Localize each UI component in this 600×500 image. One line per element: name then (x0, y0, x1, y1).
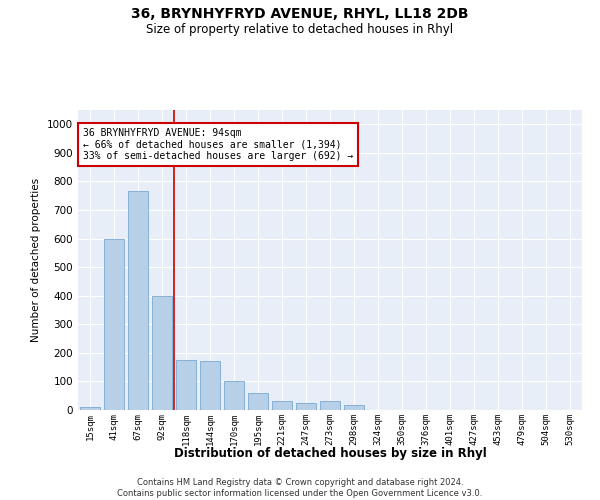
Y-axis label: Number of detached properties: Number of detached properties (31, 178, 41, 342)
Text: Contains HM Land Registry data © Crown copyright and database right 2024.
Contai: Contains HM Land Registry data © Crown c… (118, 478, 482, 498)
Bar (152, 296, 172, 410)
Bar (248, 393, 268, 410)
Bar (296, 403, 316, 410)
Bar (344, 405, 364, 410)
Bar (176, 360, 196, 410)
Bar (80, 406, 100, 410)
Text: 36, BRYNHYFRYD AVENUE, RHYL, LL18 2DB: 36, BRYNHYFRYD AVENUE, RHYL, LL18 2DB (131, 8, 469, 22)
Text: Size of property relative to detached houses in Rhyl: Size of property relative to detached ho… (146, 22, 454, 36)
Bar (128, 192, 148, 410)
Bar (200, 362, 220, 410)
Bar (104, 238, 124, 410)
Text: 36 BRYNHYFRYD AVENUE: 94sqm
← 66% of detached houses are smaller (1,394)
33% of : 36 BRYNHYFRYD AVENUE: 94sqm ← 66% of det… (83, 128, 353, 161)
Text: Distribution of detached houses by size in Rhyl: Distribution of detached houses by size … (173, 448, 487, 460)
Bar (224, 382, 244, 410)
Bar (320, 402, 340, 410)
Bar (272, 402, 292, 410)
